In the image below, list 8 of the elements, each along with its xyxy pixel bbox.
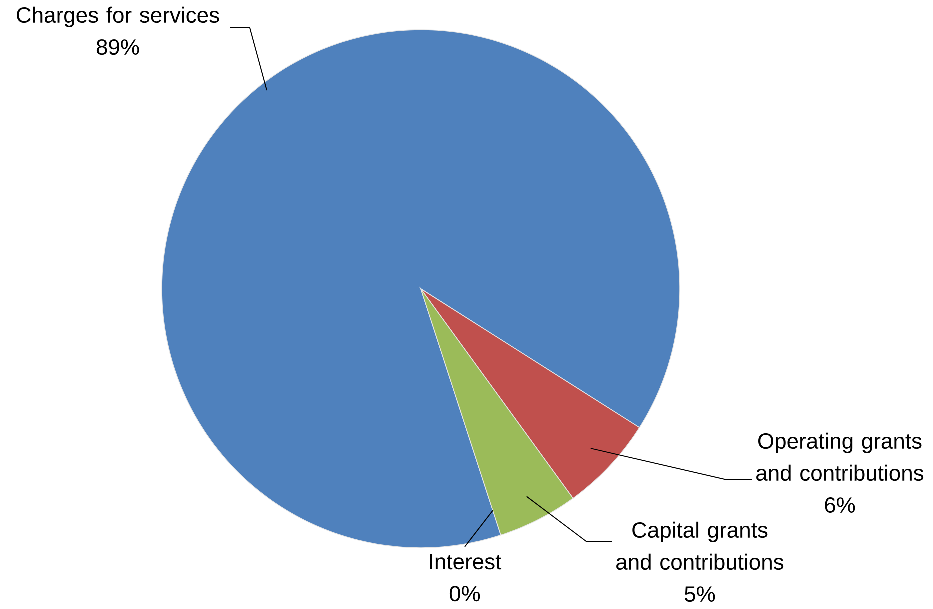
slice-label: Charges for services [17, 6, 220, 28]
legend-label: Interest [430, 554, 502, 570]
text: 0% [450, 586, 480, 602]
data-label: 5% [684, 586, 716, 602]
data-label: 6% [825, 497, 856, 514]
data-label: 89% [96, 39, 140, 56]
slice-label: Operating grants and contributions [756, 432, 924, 482]
slice-label: Capital grants and contributions [616, 522, 784, 570]
